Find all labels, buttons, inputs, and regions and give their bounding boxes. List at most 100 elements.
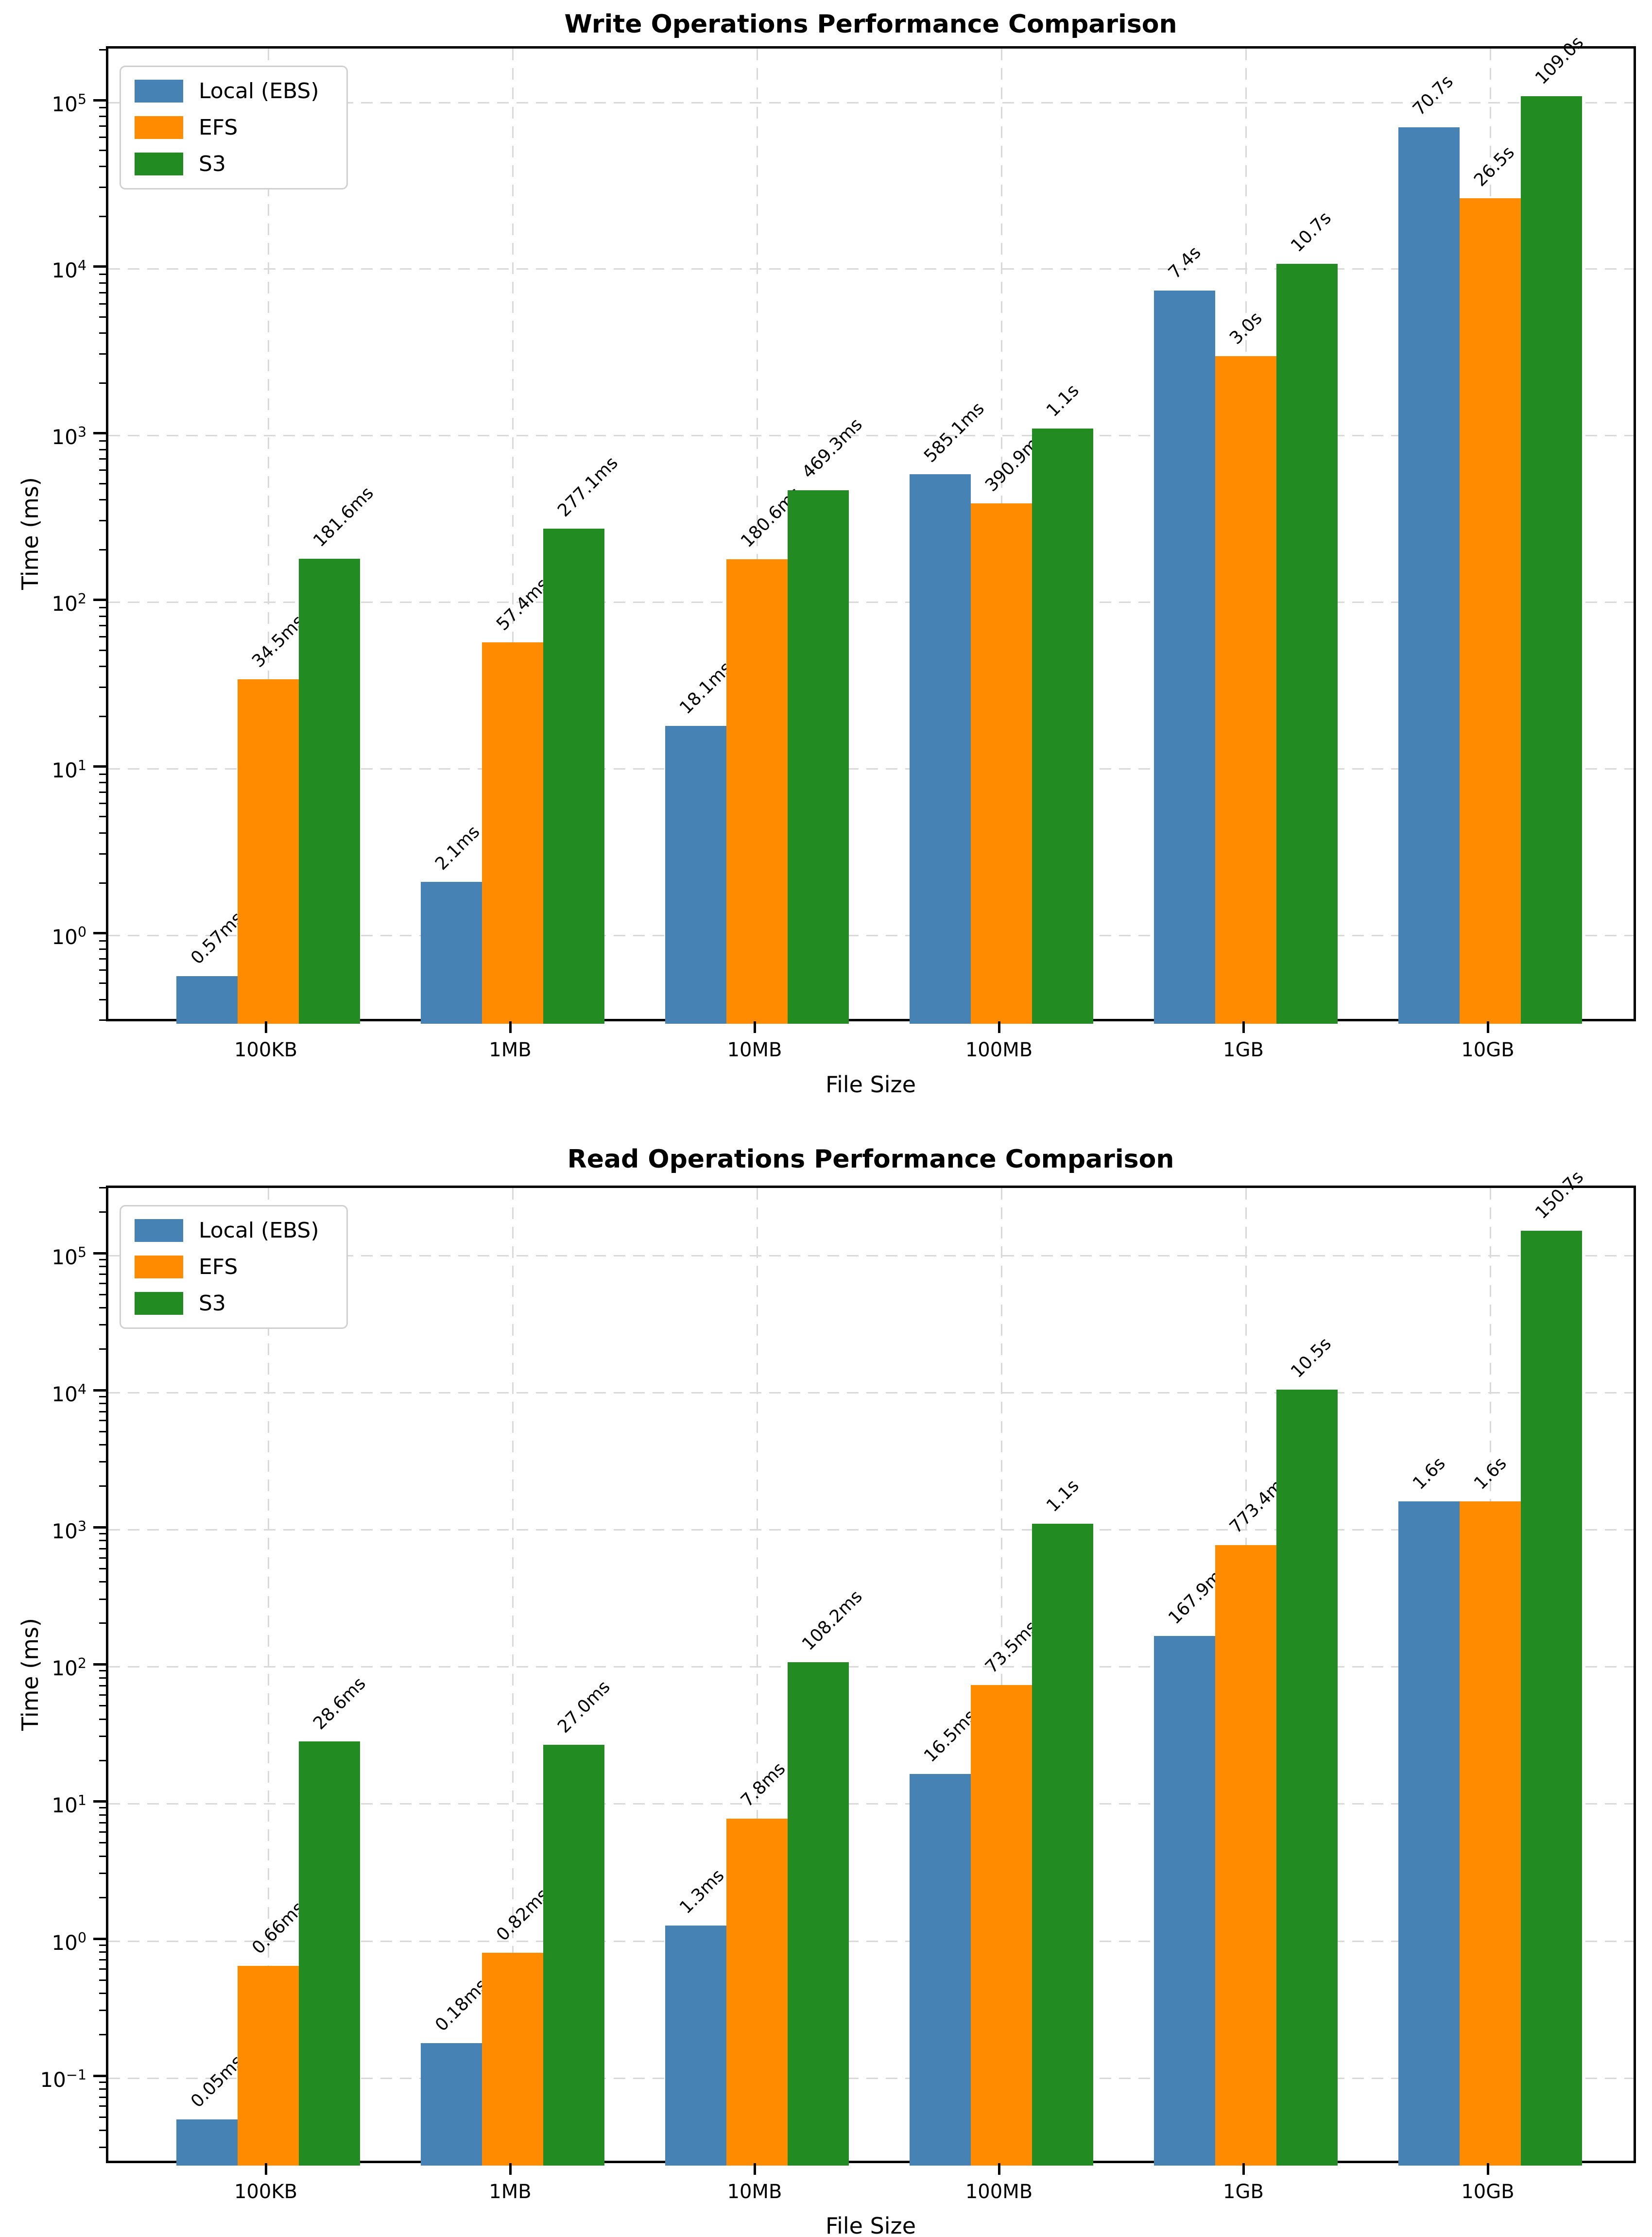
bar-s3-10mb bbox=[788, 490, 849, 1024]
y-minor-tickmark bbox=[99, 1548, 106, 1549]
y-minor-tickmark bbox=[99, 1540, 106, 1542]
y-major-tickmark bbox=[93, 1526, 106, 1529]
bar-local-ebs-1gb bbox=[1154, 1635, 1215, 2166]
bar-s3-10mb bbox=[788, 1662, 849, 2166]
y-minor-tickmark bbox=[99, 773, 106, 775]
y-minor-tickmark bbox=[99, 1420, 106, 1422]
bar-value-label: 109.0s bbox=[1532, 32, 1588, 88]
x-tickmark bbox=[509, 1021, 512, 1033]
y-tick-label: 100 bbox=[52, 1929, 86, 1955]
y-minor-tickmark bbox=[99, 1705, 106, 1707]
y-minor-tickmark bbox=[99, 1568, 106, 1570]
y-minor-tickmark bbox=[99, 382, 106, 384]
y-minor-tickmark bbox=[99, 216, 106, 218]
gridline-vertical bbox=[268, 49, 269, 1019]
x-tick-label: 1MB bbox=[489, 2181, 532, 2203]
y-minor-tickmark bbox=[99, 353, 106, 355]
y-major-tickmark bbox=[93, 265, 106, 268]
bar-value-label: 108.2ms bbox=[798, 1586, 866, 1654]
bar-value-label: 3.0s bbox=[1226, 308, 1266, 348]
bar-efs-10gb bbox=[1460, 198, 1521, 1024]
legend-swatch-efs bbox=[135, 1256, 183, 1278]
y-tick-label: 101 bbox=[52, 757, 86, 783]
y-minor-tickmark bbox=[99, 1855, 106, 1857]
bar-local-ebs-100mb bbox=[910, 1774, 971, 2166]
x-tick-label: 100KB bbox=[234, 1039, 298, 1061]
bar-efs-100mb bbox=[971, 1685, 1032, 2166]
y-minor-tickmark bbox=[99, 549, 106, 551]
y-minor-tickmark bbox=[99, 1842, 106, 1844]
y-minor-tickmark bbox=[99, 448, 106, 450]
y-minor-tickmark bbox=[99, 1979, 106, 1981]
y-minor-tickmark bbox=[99, 186, 106, 188]
y-major-tickmark bbox=[93, 1663, 106, 1666]
bar-efs-10mb bbox=[726, 1818, 788, 2166]
y-tick-label: 103 bbox=[52, 424, 86, 449]
y-minor-tickmark bbox=[99, 2033, 106, 2035]
y-major-tickmark bbox=[93, 932, 106, 935]
x-tick-label: 1GB bbox=[1223, 1039, 1264, 1061]
write-operations-chart: Write Operations Performance Comparison … bbox=[0, 0, 1652, 1118]
x-tickmark bbox=[265, 2163, 267, 2175]
bar-value-label: 28.6ms bbox=[310, 1673, 370, 1734]
legend-swatch-local-ebs bbox=[135, 1219, 183, 1242]
y-minor-tickmark bbox=[99, 1959, 106, 1961]
y-minor-tickmark bbox=[99, 982, 106, 984]
y-minor-tickmark bbox=[99, 303, 106, 305]
bar-s3-100mb bbox=[1032, 1524, 1093, 2166]
bar-s3-10gb bbox=[1521, 1231, 1582, 2166]
y-minor-tickmark bbox=[99, 1694, 106, 1696]
x-tickmark bbox=[1242, 2163, 1245, 2175]
gridline-vertical bbox=[1001, 1188, 1002, 2161]
y-minor-tickmark bbox=[99, 882, 106, 884]
bar-value-label: 150.7s bbox=[1532, 1167, 1588, 1223]
x-tickmark bbox=[754, 2163, 756, 2175]
y-minor-tickmark bbox=[99, 1557, 106, 1559]
y-minor-tickmark bbox=[99, 469, 106, 471]
x-tick-label: 1MB bbox=[489, 1039, 532, 1061]
y-major-tickmark bbox=[93, 1252, 106, 1255]
y-tick-label: 102 bbox=[52, 590, 86, 616]
y-minor-tickmark bbox=[99, 803, 106, 805]
bar-local-ebs-1mb bbox=[421, 2043, 482, 2166]
y-minor-tickmark bbox=[99, 686, 106, 688]
legend-item: Local (EBS) bbox=[135, 1218, 319, 1243]
y-minor-tickmark bbox=[99, 615, 106, 617]
y-minor-tickmark bbox=[99, 1685, 106, 1686]
legend-swatch-efs bbox=[135, 116, 183, 139]
gridline-vertical bbox=[757, 49, 758, 1019]
x-tick-label: 10GB bbox=[1461, 1039, 1514, 1061]
y-minor-tickmark bbox=[99, 499, 106, 500]
legend-swatch-s3 bbox=[135, 153, 183, 175]
legend-label: S3 bbox=[199, 152, 226, 176]
x-tickmark bbox=[1487, 1021, 1489, 1033]
y-major-tickmark bbox=[93, 765, 106, 768]
plot-area: 0.05ms 0.18ms 1.3ms 16.5ms 167.9ms 1.6s 0.66ms… bbox=[106, 1167, 1636, 2166]
y-minor-tickmark bbox=[99, 1822, 106, 1824]
y-minor-tickmark bbox=[99, 1532, 106, 1534]
x-tickmark bbox=[509, 2163, 512, 2175]
bar-value-label: 1.6s bbox=[1409, 1453, 1449, 1494]
y-minor-tickmark bbox=[99, 1273, 106, 1275]
x-tick-label: 100MB bbox=[965, 1039, 1033, 1061]
legend-item: Local (EBS) bbox=[135, 79, 319, 103]
gridline-horizontal bbox=[108, 768, 1634, 770]
y-minor-tickmark bbox=[99, 282, 106, 284]
bar-value-label: 1.1s bbox=[1043, 1476, 1083, 1516]
y-minor-tickmark bbox=[99, 1485, 106, 1487]
x-tickmark bbox=[998, 1021, 1000, 1033]
gridline-horizontal bbox=[108, 2077, 1634, 2079]
bar-value-label: 7.4s bbox=[1165, 242, 1205, 283]
bar-local-ebs-1gb bbox=[1154, 291, 1215, 1024]
read-operations-chart: Read Operations Performance Comparison T… bbox=[0, 1118, 1652, 2237]
y-minor-tickmark bbox=[99, 1831, 106, 1833]
bar-s3-100kb bbox=[299, 1741, 360, 2166]
x-tick-label: 10MB bbox=[727, 2181, 782, 2203]
y-minor-tickmark bbox=[99, 149, 106, 151]
bar-value-label: 27.0ms bbox=[554, 1677, 614, 1737]
bar-value-label: 277.1ms bbox=[554, 452, 622, 521]
bar-value-label: 1.3ms bbox=[676, 1865, 728, 1918]
y-tick-label: 100 bbox=[52, 924, 86, 949]
legend-label: EFS bbox=[199, 1255, 238, 1279]
y-minor-tickmark bbox=[99, 440, 106, 442]
